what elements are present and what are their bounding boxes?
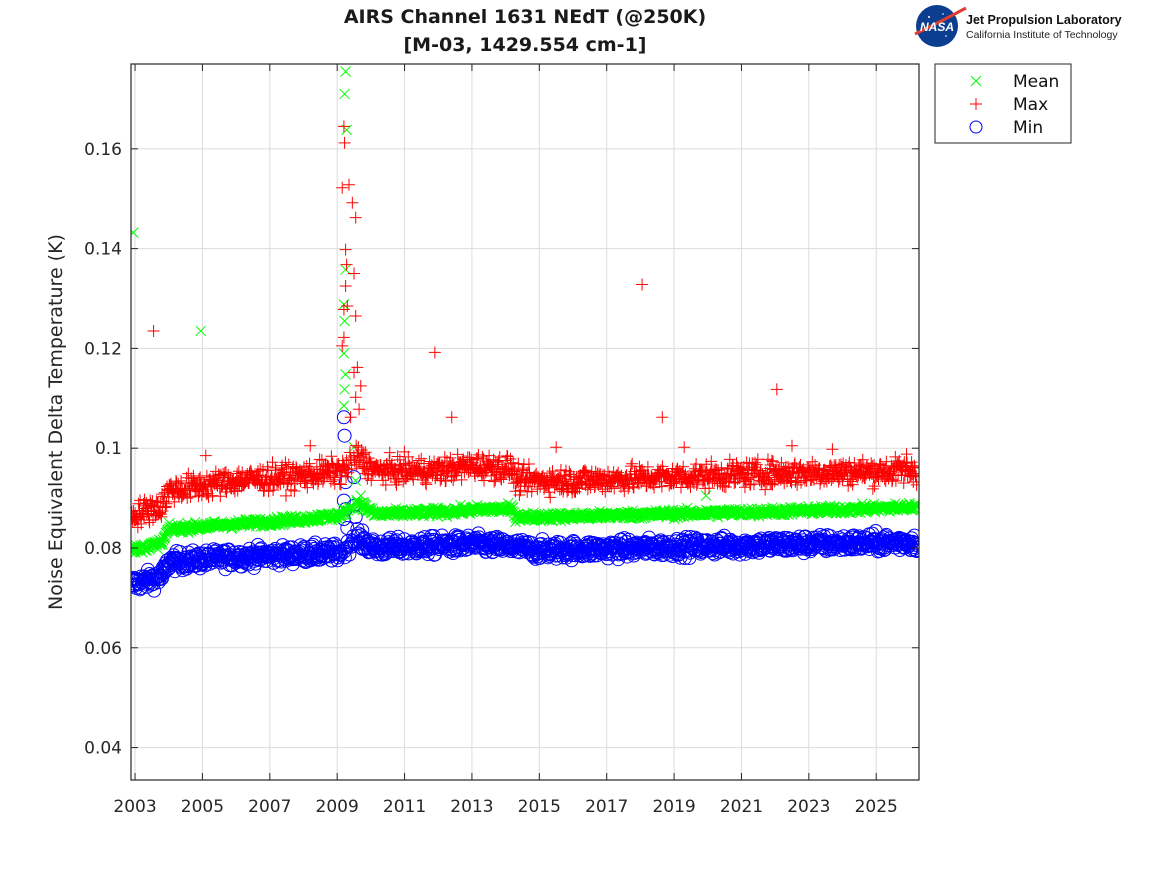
series-mean: [131, 66, 919, 558]
outlier-point-min: [340, 521, 355, 536]
series-min: [131, 410, 919, 598]
y-tick-label: 0.14: [84, 240, 122, 260]
outlier-point-min: [337, 428, 352, 443]
legend[interactable]: Mean Max Min: [934, 63, 1072, 144]
y-axis-label: Noise Equivalent Delta Temperature (K): [45, 234, 67, 610]
chart-subtitle: [M-03, 1429.554 cm-1]: [404, 34, 647, 56]
x-tick-label: 2025: [855, 797, 898, 817]
data-point-min: [872, 543, 887, 558]
nasa-meatball-icon: NASA: [914, 5, 967, 47]
x-tick-label: 2019: [652, 797, 695, 817]
y-tick-label: 0.08: [84, 539, 122, 559]
data-point-min: [907, 528, 919, 543]
scatter-marks: [131, 66, 919, 598]
data-point-mean: [154, 539, 166, 551]
chart-title: AIRS Channel 1631 NEdT (@250K): [344, 6, 706, 28]
outlier-point-min: [350, 522, 365, 537]
x-tick-label: 2005: [181, 797, 224, 817]
y-tick-label: 0.12: [84, 339, 122, 359]
x-tick-label: 2003: [113, 797, 156, 817]
x-tick-label: 2021: [720, 797, 763, 817]
data-point-mean: [159, 532, 171, 543]
x-tick-label: 2015: [518, 797, 561, 817]
data-point-mean: [157, 539, 168, 550]
data-point-min: [684, 533, 699, 548]
data-point-min: [452, 543, 467, 558]
data-point-min: [337, 550, 352, 565]
x-tick-label: 2011: [383, 797, 426, 817]
legend-label: Max: [1013, 95, 1048, 115]
logo-subtitle: California Institute of Technology: [966, 29, 1118, 41]
data-point-mean: [760, 507, 772, 518]
data-point-min: [909, 543, 919, 558]
data-point-mean: [344, 502, 356, 514]
data-point-mean: [140, 541, 152, 553]
data-point-min: [670, 531, 685, 546]
data-point-mean: [441, 507, 452, 519]
x-tick-label: 2007: [248, 797, 291, 817]
data-point-min: [908, 537, 919, 552]
x-tick-label: 2009: [316, 797, 359, 817]
x-tick-label: 2013: [450, 797, 493, 817]
y-tick-label: 0.16: [84, 140, 122, 160]
svg-text:NASA: NASA: [920, 20, 954, 34]
x-tick-label: 2023: [787, 797, 830, 817]
y-tick-label: 0.04: [84, 739, 122, 759]
y-tick-label: 0.06: [84, 639, 122, 659]
data-point-min: [907, 536, 919, 551]
data-point-min: [909, 544, 919, 559]
data-point-min: [425, 540, 440, 555]
x-tick-label: 2017: [585, 797, 628, 817]
y-tick-label: 0.1: [95, 439, 122, 459]
jpl-logo: NASA Jet Propulsion Laboratory Californi…: [914, 5, 1122, 47]
legend-label: Min: [1013, 118, 1043, 138]
legend-label: Mean: [1013, 72, 1059, 92]
data-point-min: [906, 540, 919, 555]
logo-org-name: Jet Propulsion Laboratory: [966, 13, 1122, 27]
data-point-min: [342, 547, 357, 562]
